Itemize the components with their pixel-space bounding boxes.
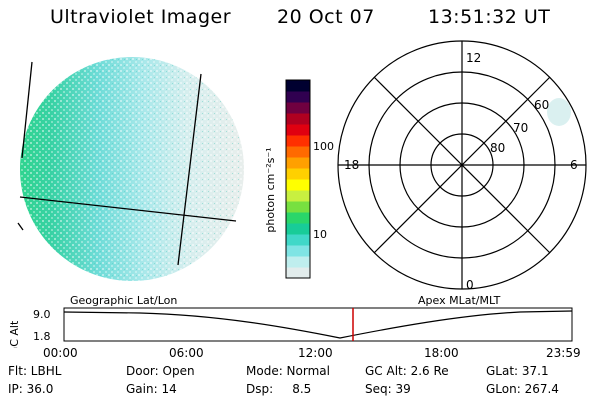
colorbar-swatch bbox=[286, 102, 310, 114]
timeline-y-tick-low: 1.8 bbox=[33, 330, 51, 343]
colorbar-swatch bbox=[286, 124, 310, 136]
colorbar-swatch bbox=[286, 201, 310, 213]
time-tick-0000: 00:00 bbox=[43, 346, 78, 360]
mlat-label-70: 70 bbox=[513, 121, 528, 135]
timeline-y-tick-high: 9.0 bbox=[33, 308, 51, 321]
geo-grid-line bbox=[17, 222, 24, 231]
colorbar-swatch bbox=[286, 190, 310, 202]
dsp-status: Dsp: 8.5 bbox=[246, 382, 312, 396]
time-tick-1200: 12:00 bbox=[298, 346, 333, 360]
colorbar-swatch bbox=[286, 146, 310, 158]
timeline-left-caption: Geographic Lat/Lon bbox=[70, 294, 178, 307]
geo-grid-line bbox=[177, 73, 202, 266]
polar-grid: 12 18 6 0 60 70 80 bbox=[337, 40, 587, 292]
seq-status: Seq: 39 bbox=[365, 382, 411, 396]
filter-status: Flt: LBHL bbox=[8, 364, 62, 378]
gain-status: Gain: 14 bbox=[126, 382, 177, 396]
auroral-image bbox=[17, 57, 244, 281]
color-bar: photon cm⁻²s⁻¹ bbox=[264, 79, 311, 279]
colorbar-swatch bbox=[286, 245, 310, 257]
ip-status: IP: 36.0 bbox=[8, 382, 54, 396]
timeline-y-label: GC Alt bbox=[8, 320, 21, 348]
timeline-right-caption: Apex MLat/MLT bbox=[418, 294, 501, 307]
colorbar-unit-label: photon cm⁻²s⁻¹ bbox=[264, 147, 277, 232]
mlt-label-left: 18 bbox=[344, 158, 359, 172]
door-status: Door: Open bbox=[126, 364, 195, 378]
glon-status: GLon: 267.4 bbox=[486, 382, 559, 396]
altitude-curve bbox=[63, 310, 573, 339]
colorbar-swatch bbox=[286, 157, 310, 169]
mlt-label-right: 6 bbox=[570, 158, 578, 172]
observation-date: 20 Oct 07 bbox=[277, 6, 375, 28]
gc-alt-status: GC Alt: 2.6 Re bbox=[365, 364, 449, 378]
geo-grid-line bbox=[19, 196, 237, 222]
colorbar-swatch bbox=[286, 113, 310, 125]
colorbar-tick-10: 10 bbox=[313, 228, 327, 241]
mlat-label-80: 80 bbox=[490, 141, 505, 155]
geo-grid-line bbox=[21, 61, 33, 159]
colorbar-swatch bbox=[286, 135, 310, 147]
observation-time: 13:51:32 UT bbox=[428, 6, 551, 28]
polar-emission-patch bbox=[547, 98, 571, 126]
instrument-title: Ultraviolet Imager bbox=[50, 6, 232, 28]
timeline-frame bbox=[63, 307, 573, 342]
timeline-plot: GC Alt 9.0 1.8 bbox=[8, 307, 573, 348]
mlt-label-bottom: 0 bbox=[466, 278, 474, 292]
colorbar-swatch bbox=[286, 212, 310, 224]
colorbar-swatch bbox=[286, 267, 310, 279]
colorbar-swatch bbox=[286, 80, 310, 92]
colorbar-tick-100: 100 bbox=[313, 140, 334, 153]
image-disk bbox=[20, 57, 244, 281]
time-tick-1800: 18:00 bbox=[424, 346, 459, 360]
mlat-label-60: 60 bbox=[534, 98, 549, 112]
mlt-diagonal-line bbox=[373, 76, 551, 254]
colorbar-swatch bbox=[286, 256, 310, 268]
time-tick-2359: 23:59 bbox=[546, 346, 581, 360]
glat-status: GLat: 37.1 bbox=[486, 364, 549, 378]
mlt-label-top: 12 bbox=[466, 51, 481, 65]
colorbar-swatch bbox=[286, 168, 310, 180]
colorbar-swatch bbox=[286, 91, 310, 103]
colorbar-swatch bbox=[286, 179, 310, 191]
colorbar-swatch bbox=[286, 223, 310, 235]
mode-status: Mode: Normal bbox=[246, 364, 330, 378]
colorbar-swatch bbox=[286, 234, 310, 246]
time-tick-0600: 06:00 bbox=[169, 346, 204, 360]
